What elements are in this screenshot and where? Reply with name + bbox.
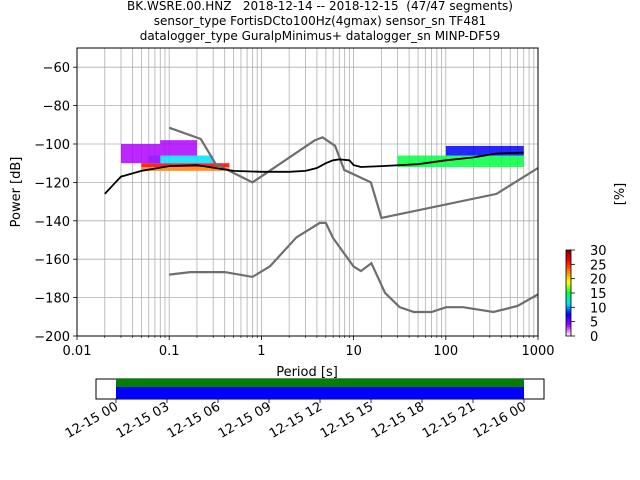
- mode-line: [104, 151, 524, 195]
- ppsd-band: [148, 155, 214, 164]
- time-tick-label: 12-15 00: [63, 399, 121, 441]
- grid: [76, 48, 538, 337]
- plot-frame: [76, 47, 539, 337]
- colorbar-tick-label: 30: [590, 244, 607, 259]
- y-tick-label: −180: [34, 292, 70, 307]
- y-tick-label: −120: [34, 176, 70, 191]
- y-tick-label: −140: [34, 215, 70, 230]
- x-tick-label: 1: [257, 344, 265, 359]
- time-tick-label: 12-15 15: [318, 399, 376, 441]
- ppsd-band: [141, 167, 230, 171]
- colorbar-tick-label: 20: [590, 273, 607, 288]
- colorbar-tick-label: 10: [590, 301, 607, 316]
- y-tick-label: −60: [43, 61, 70, 76]
- title-line-2: sensor_type FortisDCto100Hz(4gmax) senso…: [153, 14, 487, 28]
- time-tick-label: 12-15 21: [420, 399, 478, 441]
- colorbar: [565, 249, 572, 337]
- noise-model-nlnm: [169, 221, 538, 314]
- time-tick-label: 12-15 18: [369, 399, 427, 441]
- time-tick-label: 12-15 09: [216, 399, 274, 441]
- x-tick-label: 1000: [521, 344, 554, 359]
- colorbar-tick-label: 0: [590, 330, 598, 345]
- ppsd-band: [445, 145, 524, 156]
- ppsd-band: [397, 155, 524, 168]
- y-tick-label: −100: [34, 138, 70, 153]
- time-tick-label: 12-15 03: [114, 399, 172, 441]
- colorbar-tick-label: 15: [590, 287, 607, 302]
- title-line-3: datalogger_type GuralpMinimus+ datalogge…: [139, 29, 501, 43]
- mode-curve: [104, 151, 524, 195]
- y-axis-ticks: −60 −80 −100 −120 −140 −160 −180 −200: [34, 61, 77, 345]
- colorbar-label: [%]: [613, 183, 628, 206]
- noise-model-nhnm: [168, 126, 538, 220]
- y-tick-label: −160: [34, 253, 70, 268]
- x-tick-label: 100: [433, 344, 458, 359]
- x-tick-label: 0.01: [63, 344, 92, 359]
- x-tick-label: 0.1: [159, 344, 180, 359]
- title-line-1: BK.WSRE.00.HNZ 2018-12-14 -- 2018-12-15 …: [127, 0, 513, 13]
- y-axis-label: Power [dB]: [9, 157, 24, 228]
- coverage-bar-green: [116, 379, 524, 387]
- x-axis-label: Period [s]: [276, 365, 338, 380]
- coverage-bar-blue: [116, 387, 524, 399]
- time-tick-label: 12-15 12: [267, 399, 325, 441]
- time-tick-label: 12-16 00: [471, 399, 529, 441]
- x-tick-label: 10: [345, 344, 362, 359]
- colorbar-tick-label: 25: [590, 258, 607, 273]
- colorbar-tick-label: 5: [590, 316, 598, 331]
- x-axis-ticks: 0.01 0.1 1 10 100 1000: [63, 336, 555, 359]
- noise-models: [168, 126, 538, 314]
- y-tick-label: −80: [43, 100, 70, 115]
- y-tick-label: −200: [34, 330, 70, 345]
- time-tick-label: 12-15 06: [165, 399, 223, 441]
- ppsd-band: [120, 144, 161, 164]
- ppsd-band: [160, 140, 197, 156]
